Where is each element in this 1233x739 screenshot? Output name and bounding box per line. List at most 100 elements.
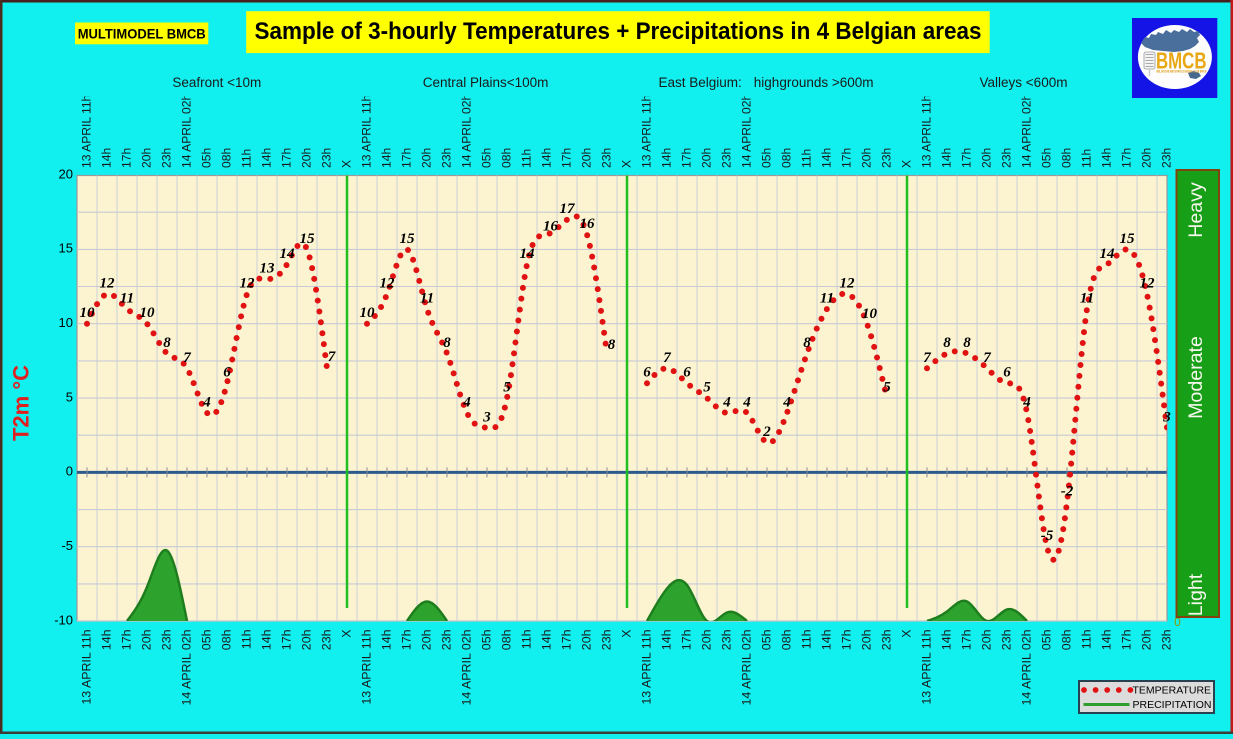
svg-text:Valleys <600m: Valleys <600m xyxy=(980,75,1068,90)
svg-text:23h: 23h xyxy=(320,629,334,650)
svg-text:11h: 11h xyxy=(520,629,534,649)
svg-text:17h: 17h xyxy=(680,148,694,168)
svg-text:14h: 14h xyxy=(660,629,674,650)
svg-text:20h: 20h xyxy=(580,629,594,650)
svg-text:12: 12 xyxy=(840,276,856,292)
svg-text:X: X xyxy=(340,160,354,168)
svg-text:East Belgium:: East Belgium: xyxy=(659,75,742,90)
svg-text:7: 7 xyxy=(183,350,191,366)
svg-text:11: 11 xyxy=(120,290,134,306)
svg-text:05h: 05h xyxy=(200,629,214,650)
svg-text:4: 4 xyxy=(782,394,791,410)
svg-text:11h: 11h xyxy=(240,149,254,168)
svg-text:14 APRIL 02h: 14 APRIL 02h xyxy=(1020,94,1034,168)
svg-text:7: 7 xyxy=(923,350,931,366)
svg-text:15: 15 xyxy=(59,241,73,256)
svg-text:14h: 14h xyxy=(940,629,954,650)
svg-text:highgrounds >600m: highgrounds >600m xyxy=(754,75,874,90)
svg-text:5: 5 xyxy=(66,389,73,404)
svg-text:17h: 17h xyxy=(840,148,854,168)
svg-text:20h: 20h xyxy=(140,148,154,168)
svg-text:8: 8 xyxy=(443,335,451,351)
svg-text:14h: 14h xyxy=(940,148,954,168)
svg-text:13: 13 xyxy=(260,261,276,277)
svg-text:11h: 11h xyxy=(1080,629,1094,649)
svg-text:20h: 20h xyxy=(580,148,594,168)
svg-text:14h: 14h xyxy=(260,629,274,650)
svg-text:20h: 20h xyxy=(1140,148,1154,168)
svg-text:15: 15 xyxy=(400,231,416,247)
svg-text:08h: 08h xyxy=(1060,629,1074,650)
svg-text:11h: 11h xyxy=(240,629,254,649)
svg-text:PRECIPITATION: PRECIPITATION xyxy=(1133,699,1212,711)
svg-text:13 APRIL 11h: 13 APRIL 11h xyxy=(920,629,934,704)
svg-text:12: 12 xyxy=(1140,276,1156,292)
svg-text:14h: 14h xyxy=(100,148,114,168)
svg-text:X: X xyxy=(900,160,914,168)
svg-text:20h: 20h xyxy=(1140,629,1154,650)
svg-text:14h: 14h xyxy=(660,148,674,168)
svg-text:23h: 23h xyxy=(880,629,894,650)
svg-text:7: 7 xyxy=(983,350,991,366)
svg-text:X: X xyxy=(620,160,634,168)
svg-text:23h: 23h xyxy=(320,148,334,168)
svg-text:20h: 20h xyxy=(980,148,994,168)
svg-text:14h: 14h xyxy=(540,629,554,650)
svg-text:14h: 14h xyxy=(1100,148,1114,168)
svg-text:5: 5 xyxy=(503,380,511,396)
svg-text:8: 8 xyxy=(608,337,616,353)
svg-text:14 APRIL 02h: 14 APRIL 02h xyxy=(180,629,194,705)
svg-text:3: 3 xyxy=(482,409,491,425)
svg-text:23h: 23h xyxy=(160,629,174,650)
svg-text:-10: -10 xyxy=(54,612,73,627)
svg-text:11: 11 xyxy=(420,290,434,306)
svg-text:0: 0 xyxy=(66,464,73,479)
svg-text:05h: 05h xyxy=(1040,148,1054,168)
svg-text:17h: 17h xyxy=(960,629,974,650)
svg-text:14: 14 xyxy=(520,246,536,262)
svg-text:2: 2 xyxy=(762,424,771,440)
svg-text:4: 4 xyxy=(202,394,211,410)
svg-text:10: 10 xyxy=(80,305,96,321)
svg-text:14 APRIL 02h: 14 APRIL 02h xyxy=(460,629,474,705)
svg-text:17h: 17h xyxy=(1120,148,1134,168)
svg-text:23h: 23h xyxy=(1000,629,1014,650)
svg-text:5: 5 xyxy=(883,380,891,396)
svg-text:14h: 14h xyxy=(1100,629,1114,650)
svg-text:14h: 14h xyxy=(540,148,554,168)
svg-text:11h: 11h xyxy=(800,629,814,649)
svg-text:05h: 05h xyxy=(760,148,774,168)
svg-text:17: 17 xyxy=(560,201,576,217)
svg-text:08h: 08h xyxy=(220,148,234,168)
svg-text:14h: 14h xyxy=(380,629,394,650)
svg-text:14 APRIL 02h: 14 APRIL 02h xyxy=(740,94,754,168)
svg-text:8: 8 xyxy=(963,335,971,351)
svg-text:14: 14 xyxy=(1100,246,1116,262)
svg-text:08h: 08h xyxy=(220,629,234,650)
svg-text:20h: 20h xyxy=(300,629,314,650)
svg-text:4: 4 xyxy=(722,394,731,410)
svg-text:-2: -2 xyxy=(1061,484,1074,500)
svg-text:10: 10 xyxy=(862,306,878,322)
svg-text:6: 6 xyxy=(683,365,691,381)
svg-text:14 APRIL 02h: 14 APRIL 02h xyxy=(180,94,194,168)
svg-text:X: X xyxy=(900,630,914,638)
svg-text:17h: 17h xyxy=(680,629,694,650)
svg-text:23h: 23h xyxy=(600,629,614,650)
svg-text:10: 10 xyxy=(59,315,73,330)
svg-text:17h: 17h xyxy=(280,629,294,650)
svg-text:23h: 23h xyxy=(160,148,174,168)
svg-text:Heavy: Heavy xyxy=(1185,182,1207,238)
svg-text:6: 6 xyxy=(223,365,231,381)
svg-text:Sample of 3-hourly Temperature: Sample of 3-hourly Temperatures + Precip… xyxy=(255,18,982,45)
svg-text:14 APRIL 02h: 14 APRIL 02h xyxy=(460,94,474,168)
svg-text:20h: 20h xyxy=(700,148,714,168)
svg-text:17h: 17h xyxy=(400,629,414,650)
svg-text:17h: 17h xyxy=(120,148,134,168)
svg-text:23h: 23h xyxy=(720,148,734,168)
svg-text:13 APRIL 11h: 13 APRIL 11h xyxy=(640,629,654,704)
svg-text:14h: 14h xyxy=(380,148,394,168)
svg-text:3: 3 xyxy=(1162,409,1171,425)
svg-text:14h: 14h xyxy=(820,148,834,168)
svg-text:Central Plains<100m: Central Plains<100m xyxy=(423,75,549,90)
